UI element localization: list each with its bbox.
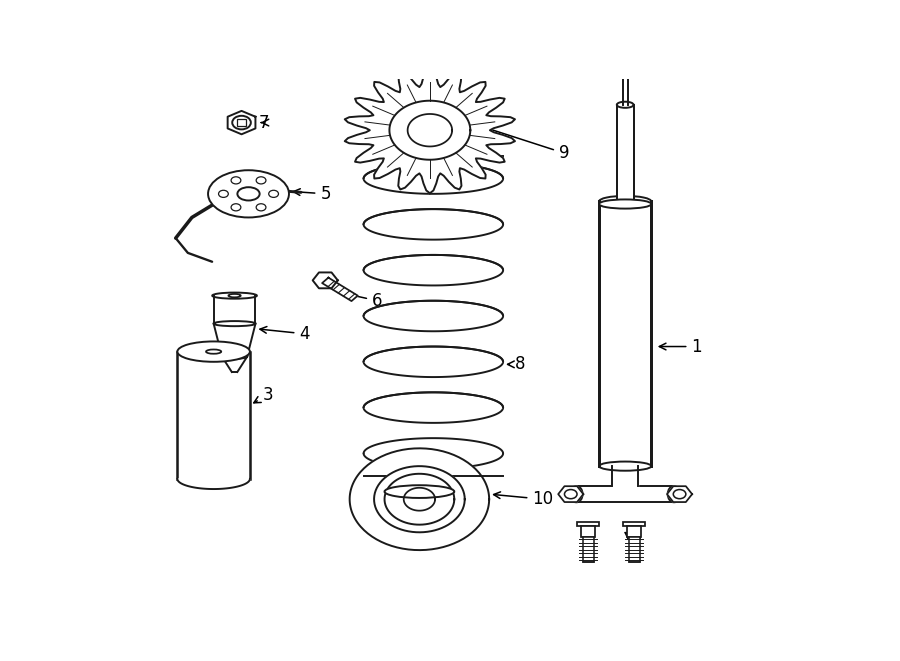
Circle shape	[256, 204, 266, 211]
Polygon shape	[322, 278, 358, 301]
Polygon shape	[612, 466, 638, 486]
Circle shape	[269, 190, 278, 198]
Polygon shape	[374, 466, 464, 532]
Polygon shape	[364, 346, 503, 362]
Polygon shape	[312, 272, 338, 288]
Polygon shape	[345, 67, 515, 193]
Polygon shape	[558, 486, 583, 502]
Ellipse shape	[208, 171, 289, 217]
Circle shape	[219, 190, 229, 198]
Ellipse shape	[570, 486, 582, 502]
Text: 1: 1	[660, 338, 702, 356]
Circle shape	[231, 204, 241, 211]
Text: 2: 2	[626, 533, 643, 551]
Circle shape	[232, 116, 251, 130]
Text: 8: 8	[508, 356, 526, 373]
Polygon shape	[177, 352, 250, 479]
Polygon shape	[364, 301, 503, 316]
Ellipse shape	[384, 485, 454, 498]
Polygon shape	[390, 100, 471, 160]
Ellipse shape	[222, 355, 248, 359]
Ellipse shape	[668, 486, 680, 502]
Polygon shape	[364, 255, 503, 270]
Bar	[627, 526, 641, 537]
Bar	[623, 522, 645, 526]
Bar	[577, 522, 599, 526]
Text: 6: 6	[340, 291, 382, 310]
Text: 3: 3	[254, 386, 273, 404]
Circle shape	[231, 176, 241, 184]
Polygon shape	[364, 393, 503, 408]
Ellipse shape	[206, 350, 221, 354]
Ellipse shape	[177, 342, 250, 362]
Ellipse shape	[616, 102, 634, 108]
Bar	[628, 537, 640, 562]
Polygon shape	[222, 357, 248, 372]
Bar	[581, 526, 595, 537]
Polygon shape	[384, 474, 454, 525]
Polygon shape	[364, 209, 503, 224]
Text: 5: 5	[293, 185, 331, 203]
Ellipse shape	[599, 196, 652, 207]
Text: 10: 10	[493, 490, 554, 508]
Polygon shape	[177, 479, 250, 489]
Polygon shape	[350, 448, 490, 550]
Polygon shape	[667, 486, 692, 502]
Ellipse shape	[213, 321, 256, 326]
Bar	[576, 486, 674, 502]
Ellipse shape	[599, 461, 652, 471]
Circle shape	[673, 490, 686, 498]
Bar	[582, 537, 594, 562]
Polygon shape	[228, 111, 256, 134]
Ellipse shape	[229, 294, 240, 297]
Ellipse shape	[599, 200, 652, 209]
Circle shape	[564, 490, 577, 498]
Ellipse shape	[238, 187, 259, 200]
Polygon shape	[599, 202, 652, 466]
Circle shape	[256, 176, 266, 184]
Text: 7: 7	[259, 114, 269, 132]
Polygon shape	[213, 295, 256, 324]
Polygon shape	[213, 324, 256, 357]
Polygon shape	[364, 163, 503, 178]
Bar	[237, 119, 246, 126]
Polygon shape	[623, 71, 627, 104]
Text: 9: 9	[482, 126, 570, 162]
Text: 4: 4	[260, 325, 310, 343]
Ellipse shape	[212, 293, 256, 299]
Polygon shape	[616, 104, 634, 204]
